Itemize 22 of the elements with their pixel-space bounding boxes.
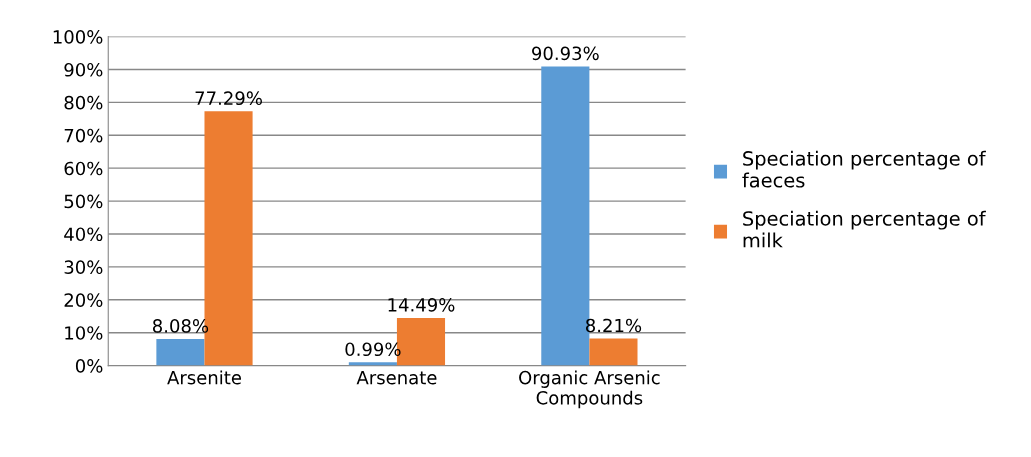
y-tick-label: 80%	[64, 95, 103, 110]
y-tick-label: 20%	[64, 293, 103, 307]
x-tick-label: Arsenate	[356, 371, 437, 385]
x-tick-label: Arsenite	[167, 370, 241, 385]
y-tick-label: 50%	[64, 194, 103, 209]
y-tick-label: 60%	[64, 161, 103, 176]
bar	[348, 362, 397, 366]
data-label: 14.49%	[388, 297, 455, 312]
y-tick-label: 0%	[75, 359, 103, 373]
y-tick-label: 40%	[64, 227, 103, 242]
bar	[589, 338, 638, 366]
legend-label: Speciation percentage of milk	[743, 210, 986, 248]
legend-label: Speciation percentage of faeces	[742, 150, 986, 188]
y-tick-label: 70%	[64, 128, 103, 143]
data-label: 77.29%	[195, 91, 262, 106]
y-tick-label: 30%	[64, 260, 103, 274]
data-label: 90.93%	[532, 46, 599, 61]
y-tick-label: 90%	[64, 62, 103, 77]
x-tick-label: Organic Arsenic Compounds	[519, 370, 660, 409]
bar	[156, 339, 205, 366]
y-tick-label: 10%	[65, 326, 103, 340]
y-tick-label: 100%	[53, 30, 103, 44]
